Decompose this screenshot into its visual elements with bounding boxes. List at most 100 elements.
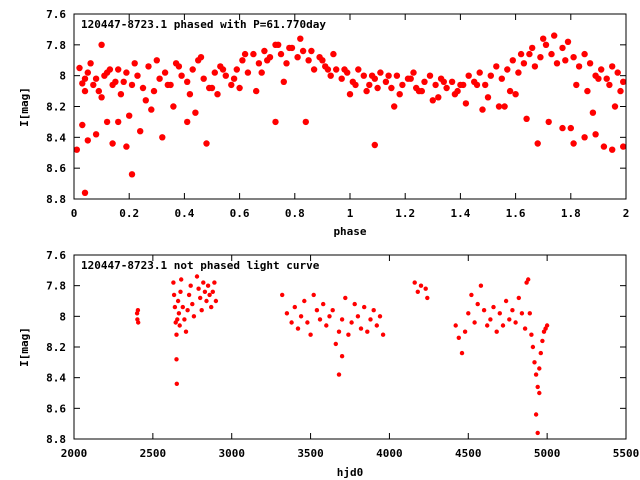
data-point bbox=[491, 304, 496, 310]
data-point bbox=[520, 60, 528, 67]
data-point bbox=[473, 81, 481, 89]
data-point bbox=[126, 112, 133, 119]
data-point bbox=[382, 78, 390, 86]
x-tick-label: 2000 bbox=[61, 447, 88, 460]
data-point bbox=[330, 50, 337, 58]
data-point bbox=[171, 292, 177, 298]
data-point bbox=[324, 323, 329, 328]
data-point bbox=[79, 80, 86, 87]
y-tick-label: 7.8 bbox=[46, 280, 66, 293]
data-point bbox=[117, 91, 125, 98]
data-point bbox=[275, 41, 282, 48]
data-point bbox=[575, 63, 583, 70]
data-point bbox=[504, 66, 511, 73]
data-point bbox=[475, 301, 480, 307]
data-point bbox=[592, 131, 599, 138]
y-axis-title: I[mag] bbox=[18, 87, 31, 127]
data-point bbox=[294, 54, 301, 61]
data-point bbox=[423, 286, 428, 291]
data-point bbox=[336, 329, 342, 334]
data-point bbox=[292, 304, 297, 310]
x-tick-label: 4000 bbox=[376, 447, 403, 460]
data-point bbox=[352, 81, 359, 89]
data-point bbox=[534, 140, 541, 147]
data-point bbox=[333, 66, 340, 73]
data-point bbox=[374, 323, 379, 328]
data-point bbox=[135, 308, 141, 313]
data-point bbox=[186, 91, 194, 98]
data-point bbox=[456, 335, 461, 340]
data-point bbox=[103, 69, 111, 76]
data-point bbox=[519, 311, 525, 316]
data-point bbox=[365, 329, 370, 334]
data-point bbox=[510, 308, 515, 313]
data-point bbox=[305, 57, 312, 64]
data-point bbox=[191, 314, 197, 319]
data-point bbox=[553, 60, 561, 67]
data-point bbox=[208, 84, 216, 92]
data-point bbox=[620, 143, 627, 150]
y-tick-label: 8.4 bbox=[46, 372, 66, 385]
data-point bbox=[503, 298, 509, 304]
data-point bbox=[258, 69, 265, 76]
data-point bbox=[209, 304, 214, 310]
data-point bbox=[562, 57, 569, 64]
data-point bbox=[142, 97, 149, 104]
data-point bbox=[448, 78, 456, 86]
y-tick-label: 7.8 bbox=[46, 39, 66, 52]
data-point bbox=[509, 57, 516, 64]
data-point bbox=[435, 94, 442, 101]
data-point bbox=[176, 311, 182, 316]
data-point bbox=[484, 94, 492, 101]
x-tick-label: 0.2 bbox=[119, 207, 139, 220]
data-point bbox=[244, 69, 252, 76]
data-point bbox=[76, 64, 83, 72]
data-point bbox=[184, 118, 191, 126]
data-point bbox=[355, 66, 362, 73]
data-point bbox=[175, 317, 180, 322]
data-point bbox=[190, 301, 195, 307]
data-point bbox=[183, 329, 189, 334]
data-point bbox=[139, 84, 147, 92]
data-point bbox=[302, 298, 307, 304]
data-point bbox=[598, 66, 605, 73]
data-point bbox=[343, 295, 348, 301]
data-point bbox=[429, 97, 436, 104]
data-point bbox=[469, 292, 474, 298]
x-tick-label: 3500 bbox=[297, 447, 324, 460]
data-point bbox=[95, 87, 103, 95]
x-tick-label: 0.6 bbox=[230, 207, 250, 220]
data-point bbox=[498, 75, 505, 82]
data-point bbox=[327, 72, 334, 79]
data-point bbox=[457, 81, 464, 89]
data-point bbox=[611, 103, 619, 110]
data-point bbox=[358, 326, 364, 331]
data-point bbox=[559, 124, 566, 132]
data-point bbox=[84, 69, 92, 76]
x-tick-label: 2 bbox=[623, 207, 630, 220]
data-point bbox=[194, 274, 200, 279]
data-point bbox=[98, 94, 105, 101]
data-point bbox=[537, 366, 542, 371]
data-point bbox=[137, 128, 144, 135]
y-tick-label: 8 bbox=[59, 310, 66, 323]
data-point bbox=[542, 41, 550, 48]
data-point bbox=[84, 137, 92, 144]
data-point bbox=[170, 103, 177, 110]
data-point bbox=[310, 66, 318, 73]
data-point bbox=[586, 60, 594, 67]
data-point bbox=[488, 317, 493, 322]
data-point bbox=[537, 390, 542, 396]
data-point bbox=[538, 350, 543, 356]
data-point bbox=[425, 295, 430, 301]
data-point bbox=[204, 298, 209, 304]
data-point bbox=[177, 323, 182, 328]
data-point bbox=[515, 69, 522, 76]
data-point bbox=[559, 44, 566, 52]
data-point bbox=[90, 81, 97, 89]
x-tick-label: 3000 bbox=[218, 447, 245, 460]
data-point bbox=[377, 69, 384, 76]
data-point bbox=[481, 308, 487, 313]
data-point bbox=[73, 146, 81, 153]
